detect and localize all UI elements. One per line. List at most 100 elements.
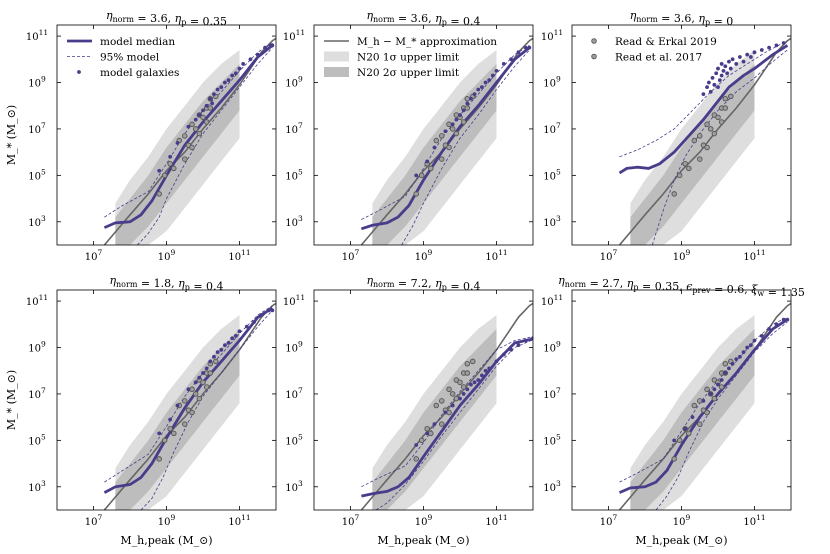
x-tick-label: 109 [415, 248, 433, 263]
model-galaxy-point [461, 108, 466, 113]
model-galaxy-point [741, 59, 746, 64]
obs-point-read17 [711, 395, 718, 402]
model-galaxy-point [266, 308, 271, 313]
y-tick-label: 109 [285, 340, 303, 355]
model-galaxy-point [270, 308, 275, 313]
model-galaxy-point [480, 373, 484, 378]
panel-title: ηnorm = 3.6, ηp = 0.35 [106, 9, 227, 28]
legend-1sigma-swatch [324, 51, 349, 62]
p95-lower-line [375, 339, 533, 510]
model-galaxy-point [454, 117, 459, 122]
model-galaxy-point [215, 350, 220, 355]
obs-point-read19 [722, 361, 729, 367]
model-galaxy-point [201, 108, 205, 113]
p95-upper-line [104, 305, 273, 483]
model-galaxy-point [752, 338, 757, 343]
model-galaxy-point [425, 159, 430, 164]
obs-point-read17 [203, 384, 210, 390]
obs-point-read19 [682, 161, 688, 167]
model-galaxy-point [248, 57, 253, 62]
obs-point-read19 [691, 402, 698, 409]
model-median-line [103, 306, 274, 494]
model-galaxy-point [523, 338, 528, 343]
obs-point-read17 [196, 130, 203, 137]
model-galaxy-point [204, 366, 209, 371]
obs-point-read19 [449, 391, 456, 397]
model-galaxy-point [219, 85, 224, 90]
obs-point-read19 [446, 386, 452, 393]
x-tick-label: 1011 [743, 248, 765, 263]
x-tick-label: 107 [85, 513, 103, 528]
model-galaxy-point [745, 52, 750, 57]
model-galaxy-point [469, 382, 473, 387]
obs-point-read17 [453, 130, 460, 137]
panel-title: ηnorm = 3.6, ηp = 0.4 [366, 9, 480, 28]
obs-point-read17 [697, 156, 703, 162]
obs-point-read19 [424, 426, 430, 432]
model-galaxy-point [708, 89, 713, 94]
obs-point-read17 [453, 395, 460, 402]
model-galaxy-point [476, 378, 481, 382]
obs-point-read19 [704, 121, 710, 128]
obs-point-read19 [167, 161, 173, 167]
y-tick-label: 103 [285, 479, 303, 494]
model-galaxy-point [781, 317, 786, 322]
obs-point-read19 [428, 165, 434, 172]
obs-point-read19 [181, 398, 188, 404]
model-galaxy-point [461, 392, 466, 396]
model-galaxy-point [259, 313, 264, 317]
legend-label-galaxies: model galaxies [100, 67, 179, 79]
model-galaxy-point [785, 317, 790, 322]
model-galaxy-point [734, 62, 739, 66]
obs-point-read19 [686, 165, 692, 172]
obs-point-read17 [460, 384, 467, 390]
model-galaxy-point [215, 87, 220, 92]
y-tick-label: 105 [543, 432, 561, 447]
model-galaxy-point [717, 78, 722, 83]
obs-point-read19 [704, 386, 710, 393]
model-galaxy-point [212, 92, 216, 97]
model-galaxy-point [270, 43, 275, 48]
legend-label-median: model median [100, 36, 175, 48]
model-galaxy-point [193, 117, 198, 122]
x-tick-label: 107 [342, 248, 360, 263]
model-galaxy-point [487, 366, 492, 371]
model-galaxy-point [233, 333, 238, 338]
y-axis-label: M_* (M_⊙) [5, 370, 18, 430]
panel-4: 107 109 1011 103 105 107 109 1011 ηnorm = 1.8, η… [5, 274, 277, 547]
x-axis-label: M_h,peak (M_⊙) [377, 534, 469, 547]
obs-point-read19 [167, 426, 173, 432]
obs-point-read17 [718, 119, 725, 125]
model-galaxy-point [727, 366, 731, 371]
model-galaxy-point [197, 375, 202, 380]
model-galaxy-point [723, 64, 728, 69]
model-galaxy-point [244, 324, 249, 329]
obs-point-read17 [704, 409, 710, 416]
model-galaxy-point [465, 101, 470, 106]
model-galaxy-point [487, 78, 492, 83]
model-median-line [103, 44, 274, 229]
obs-point-read19 [433, 137, 440, 144]
model-galaxy-point [706, 80, 711, 85]
model-galaxy-point [672, 438, 677, 443]
obs-point-read19 [156, 191, 162, 197]
model-galaxy-point [712, 387, 717, 392]
legend-label-band1: N20 1σ upper limit [357, 52, 460, 64]
y-tick-label: 105 [285, 167, 303, 182]
plot-area [360, 302, 533, 510]
y-tick-label: 1011 [26, 293, 48, 308]
obs-point-read19 [686, 430, 692, 437]
model-galaxy-point [509, 57, 513, 62]
obs-point-read19 [449, 126, 456, 132]
y-tick-label: 107 [543, 121, 561, 136]
obs-point-read17 [460, 119, 467, 125]
obs-point-read17 [446, 409, 452, 416]
model-galaxy-point [714, 71, 719, 76]
obs-point-read19 [161, 437, 168, 444]
model-galaxy-point [263, 45, 267, 50]
model-galaxy-point [527, 45, 532, 50]
model-galaxy-point [414, 173, 419, 178]
legend-read17-swatch [591, 53, 597, 60]
x-tick-label: 1011 [228, 513, 250, 528]
model-galaxy-point [469, 96, 473, 101]
